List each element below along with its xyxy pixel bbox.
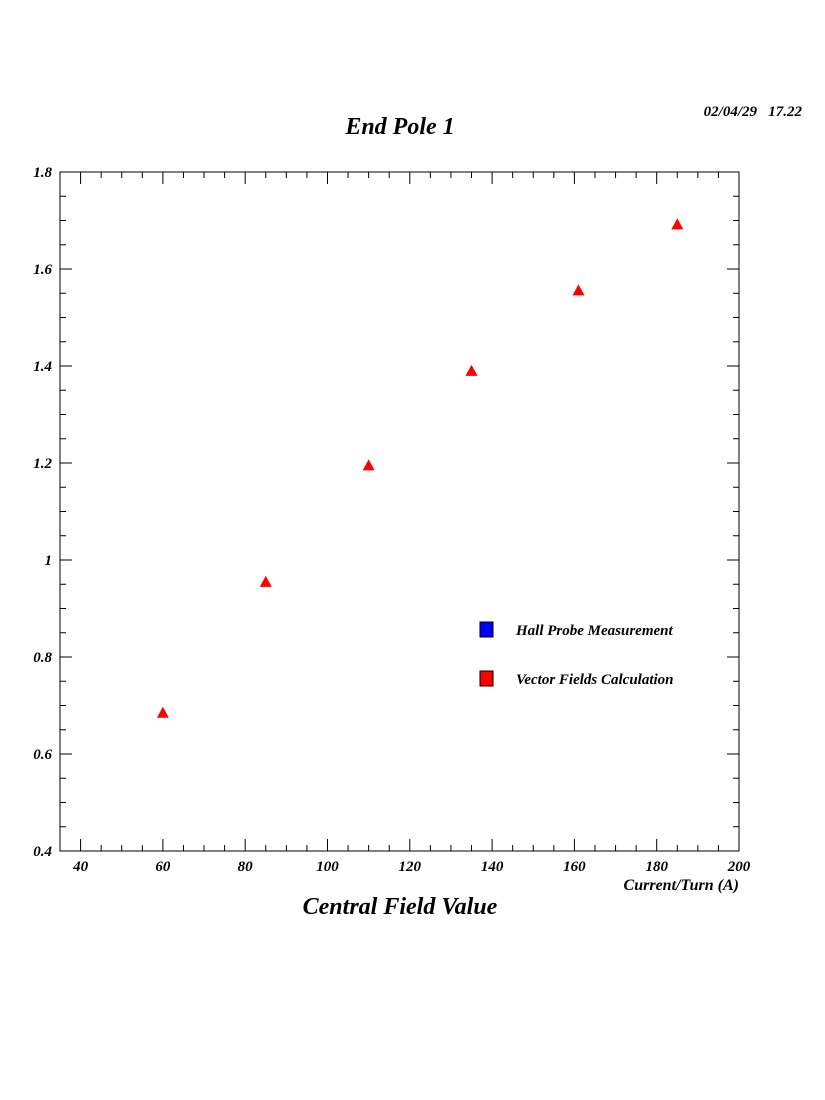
x-tick-label: 60 [155,859,171,875]
legend-swatch [479,621,494,638]
chart-title: End Pole 1 [345,114,455,140]
timestamp: 02/04/29 17.22 [703,104,802,120]
y-tick-label: 0.6 [33,747,52,763]
y-tick-label: 0.4 [33,844,52,860]
data-points [156,218,684,718]
legend-entry: Vector Fields Calculation [516,672,674,688]
x-tick-label: 120 [399,859,422,875]
y-tick-label: 0.8 [33,650,52,666]
y-tick-label: 1 [45,553,53,569]
x-tick-label: 140 [481,859,504,875]
tick-labels: 40 60 80 100 120 140 160 180 200 0.4 0.6 0.8 1 1.2 1.4… [33,165,751,875]
y-tick-label: 1.8 [33,165,52,181]
y-tick-label: 1.4 [33,359,52,375]
x-tick-label: 160 [563,859,586,875]
x-tick-label: 40 [72,859,89,875]
x-axis-label: Current/Turn (A) [623,877,739,894]
axis-ticks [60,171,740,852]
data-point [671,218,684,230]
legend-entry: Hall Probe Measurement [515,623,673,639]
data-point [362,459,375,471]
plot-frame [59,171,740,852]
x-tick-label: 180 [645,859,668,875]
x-tick-label: 100 [316,859,339,875]
x-tick-label: 200 [727,859,751,875]
y-tick-label: 1.2 [33,456,52,472]
data-point [156,706,169,718]
data-point [465,364,478,376]
legend-swatch [479,670,494,687]
x-tick-label: 80 [238,859,254,875]
data-point [572,284,585,296]
data-point [259,575,272,587]
chart-subtitle: Central Field Value [302,894,498,920]
legend: Hall Probe Measurement Vector Fields Calc… [479,621,674,688]
y-tick-label: 1.6 [33,262,52,278]
